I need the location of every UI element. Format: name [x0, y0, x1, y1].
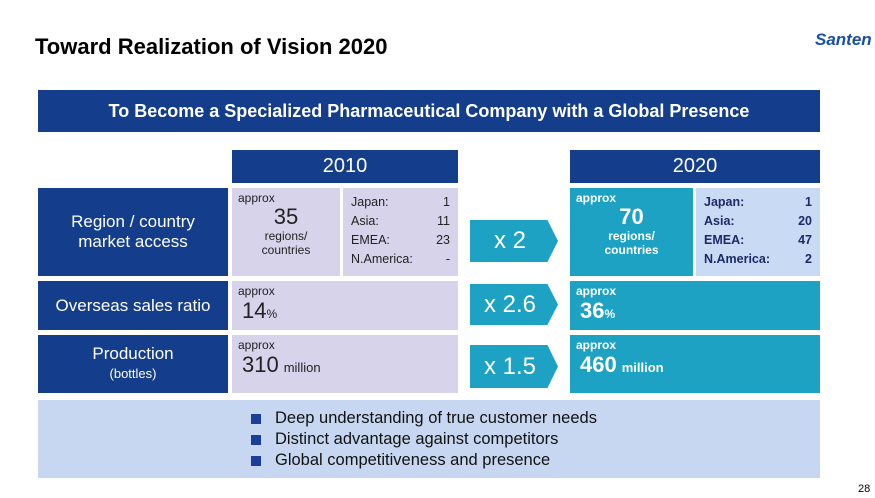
prefix: approx — [576, 191, 617, 205]
bullet-text: Global competitiveness and presence — [275, 451, 551, 469]
region-name: Asia: — [704, 214, 735, 228]
region-value: 11 — [437, 214, 450, 228]
region-name: EMEA: — [351, 233, 390, 247]
region-value: 2 — [805, 252, 812, 266]
row-label-text: Overseas sales ratio — [55, 295, 211, 315]
region-value: 47 — [798, 233, 812, 247]
prefix: approx — [238, 284, 275, 298]
bullet: Deep understanding of true customer need… — [251, 408, 597, 429]
bullet: Distinct advantage against competitors — [251, 429, 597, 450]
value-cell: approx 35 regions/ countries — [232, 188, 340, 276]
prefix: approx — [238, 191, 275, 205]
value-block: 35 regions/ countries — [238, 204, 334, 258]
value-line: 460 million — [576, 352, 814, 381]
row-label-text: Region / country market access — [71, 212, 195, 251]
multiplier: x 2.6 — [470, 284, 558, 325]
unit: % — [266, 307, 278, 321]
region-value: 1 — [443, 195, 450, 209]
value: 35 — [273, 204, 299, 229]
bullet-text: Deep understanding of true customer need… — [275, 409, 597, 427]
value-line: 36% — [576, 298, 814, 327]
prefix: approx — [576, 284, 617, 298]
logo: Santen — [815, 30, 872, 49]
bullet: Global competitiveness and presence — [251, 450, 597, 471]
value-line: 14% — [238, 298, 452, 327]
multiplier: x 1.5 — [470, 345, 558, 388]
unit: regions/ countries — [604, 229, 659, 257]
banner: To Become a Specialized Pharmaceutical C… — [38, 90, 820, 132]
region-name: Japan: — [704, 195, 745, 209]
value: 460 — [580, 352, 617, 377]
region-name: EMEA: — [704, 233, 745, 247]
row-label-text: Production — [92, 344, 174, 363]
region-value: 23 — [436, 233, 450, 247]
row-label: Region / country market access — [38, 188, 228, 276]
value: 70 — [619, 204, 644, 229]
breakdown: Japan: 1 Asia: 11 EMEA: 23 N.America: - — [343, 188, 458, 276]
unit: regions/ countries — [261, 229, 311, 257]
unit: million — [621, 360, 664, 375]
bullet-text: Distinct advantage against competitors — [275, 430, 559, 448]
region-value: 1 — [805, 195, 812, 209]
breakdown: Japan: 1 Asia: 20 EMEA: 47 N.America: 2 — [696, 188, 820, 276]
page-number: 28 — [858, 483, 871, 495]
region-value: - — [445, 252, 450, 266]
value: 14 — [242, 298, 267, 323]
bullet-icon — [251, 413, 261, 424]
row-label: Production (bottles) — [38, 335, 228, 393]
bullet-icon — [251, 455, 261, 466]
row-label: Overseas sales ratio — [38, 281, 228, 330]
bullet-icon — [251, 434, 261, 445]
region-name: N.America: — [351, 252, 413, 266]
bullet-list: Deep understanding of true customer need… — [251, 408, 597, 471]
title: Toward Realization of Vision 2020 — [35, 34, 388, 59]
region-name: Japan: — [351, 195, 389, 209]
prefix: approx — [238, 338, 275, 352]
value-line: 310 million — [238, 352, 452, 381]
bullet-box: Deep understanding of true customer need… — [38, 400, 820, 478]
value: 36 — [580, 298, 605, 323]
value-block: 70 regions/ countries — [576, 204, 687, 258]
value-cell: approx 36% — [570, 281, 820, 330]
region-name: Asia: — [351, 214, 379, 228]
value-cell: approx 460 million — [570, 335, 820, 393]
row-sublabel: (bottles) — [109, 366, 157, 381]
column-header: 2020 — [570, 150, 820, 183]
unit: million — [283, 360, 321, 375]
value-cell: approx 70 regions/ countries — [570, 188, 693, 276]
region-value: 20 — [798, 214, 812, 228]
value-cell: approx 14% — [232, 281, 458, 330]
multiplier: x 2 — [470, 220, 558, 262]
value-cell: approx 310 million — [232, 335, 458, 393]
unit: % — [604, 307, 616, 321]
region-name: N.America: — [704, 252, 770, 266]
value: 310 — [242, 352, 279, 377]
prefix: approx — [576, 338, 617, 352]
column-header: 2010 — [232, 150, 458, 183]
